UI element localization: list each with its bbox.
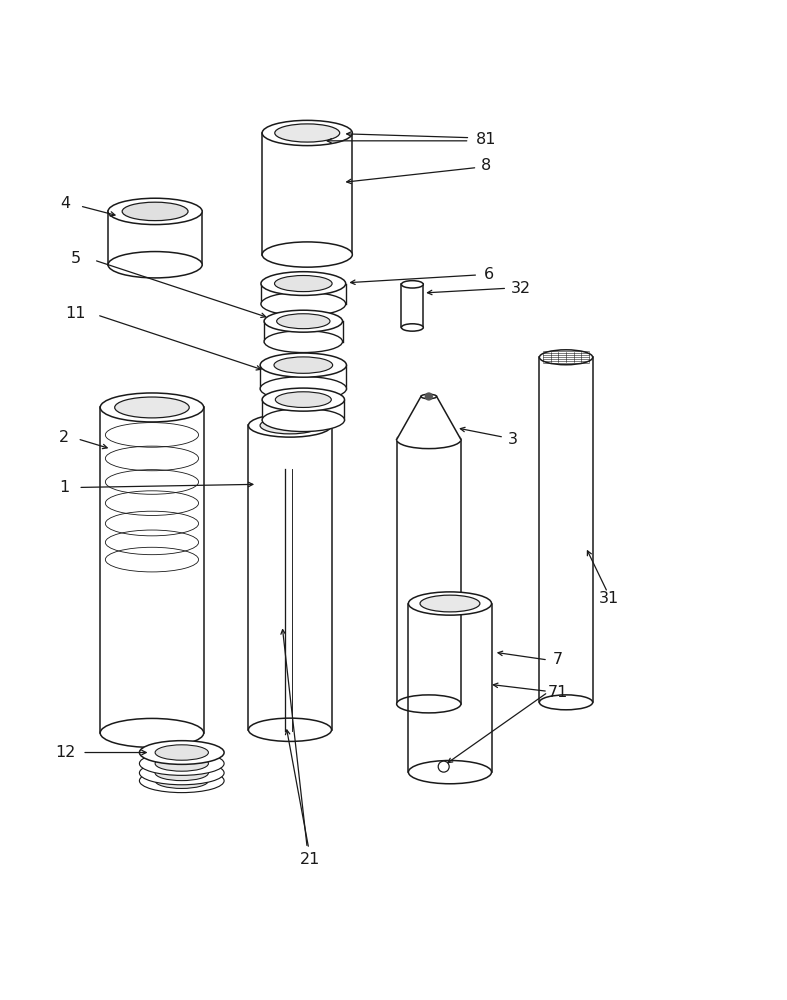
Ellipse shape bbox=[249, 718, 331, 741]
Bar bbox=[264, 321, 342, 342]
Bar bbox=[260, 365, 346, 389]
Bar bbox=[539, 357, 593, 702]
Text: 6: 6 bbox=[484, 267, 494, 282]
Ellipse shape bbox=[262, 408, 345, 432]
Ellipse shape bbox=[275, 392, 331, 407]
Text: 31: 31 bbox=[599, 591, 619, 606]
Text: 1: 1 bbox=[59, 480, 69, 495]
Ellipse shape bbox=[420, 595, 480, 612]
Ellipse shape bbox=[100, 718, 204, 747]
Bar bbox=[401, 284, 423, 327]
Ellipse shape bbox=[155, 765, 209, 781]
Ellipse shape bbox=[408, 760, 492, 784]
Ellipse shape bbox=[421, 394, 437, 399]
Text: 2: 2 bbox=[59, 430, 69, 445]
Bar bbox=[261, 284, 345, 304]
Ellipse shape bbox=[401, 324, 423, 331]
Ellipse shape bbox=[539, 695, 593, 710]
Ellipse shape bbox=[155, 745, 209, 760]
Ellipse shape bbox=[277, 314, 330, 329]
Ellipse shape bbox=[139, 741, 224, 764]
Ellipse shape bbox=[539, 350, 593, 365]
Ellipse shape bbox=[408, 592, 492, 615]
Bar bbox=[100, 407, 204, 733]
Ellipse shape bbox=[274, 357, 333, 373]
Ellipse shape bbox=[100, 393, 204, 422]
Ellipse shape bbox=[262, 120, 353, 146]
Bar bbox=[408, 604, 492, 772]
Ellipse shape bbox=[122, 202, 188, 221]
Text: 71: 71 bbox=[548, 685, 568, 700]
Bar bbox=[249, 425, 331, 730]
Ellipse shape bbox=[155, 756, 209, 771]
Ellipse shape bbox=[260, 377, 346, 401]
Text: 12: 12 bbox=[56, 745, 76, 760]
Text: 32: 32 bbox=[511, 281, 530, 296]
Ellipse shape bbox=[275, 124, 340, 142]
Bar bbox=[108, 211, 202, 265]
Ellipse shape bbox=[260, 353, 346, 377]
Ellipse shape bbox=[155, 773, 209, 788]
Ellipse shape bbox=[397, 431, 461, 449]
Ellipse shape bbox=[260, 417, 320, 434]
Bar bbox=[262, 133, 353, 255]
Ellipse shape bbox=[401, 281, 423, 288]
Ellipse shape bbox=[397, 695, 461, 713]
Ellipse shape bbox=[249, 414, 331, 437]
Ellipse shape bbox=[261, 272, 345, 295]
Ellipse shape bbox=[139, 769, 224, 793]
Text: 3: 3 bbox=[508, 432, 518, 447]
Circle shape bbox=[438, 761, 449, 772]
Ellipse shape bbox=[261, 292, 345, 316]
Ellipse shape bbox=[275, 275, 332, 292]
Circle shape bbox=[425, 393, 432, 400]
Ellipse shape bbox=[262, 242, 353, 267]
Ellipse shape bbox=[139, 761, 224, 785]
Bar bbox=[397, 440, 461, 704]
Ellipse shape bbox=[264, 331, 342, 353]
Text: 11: 11 bbox=[65, 306, 86, 321]
Text: 5: 5 bbox=[71, 251, 81, 266]
Ellipse shape bbox=[264, 310, 342, 332]
Ellipse shape bbox=[108, 198, 202, 225]
Ellipse shape bbox=[108, 252, 202, 278]
Polygon shape bbox=[397, 396, 461, 440]
Ellipse shape bbox=[139, 752, 224, 775]
Text: 4: 4 bbox=[61, 196, 71, 211]
Bar bbox=[262, 400, 345, 420]
Text: 8: 8 bbox=[481, 158, 491, 173]
Ellipse shape bbox=[262, 388, 345, 411]
Text: 7: 7 bbox=[553, 652, 563, 667]
Ellipse shape bbox=[115, 397, 189, 418]
Text: 21: 21 bbox=[299, 852, 320, 867]
Text: 81: 81 bbox=[476, 132, 497, 147]
